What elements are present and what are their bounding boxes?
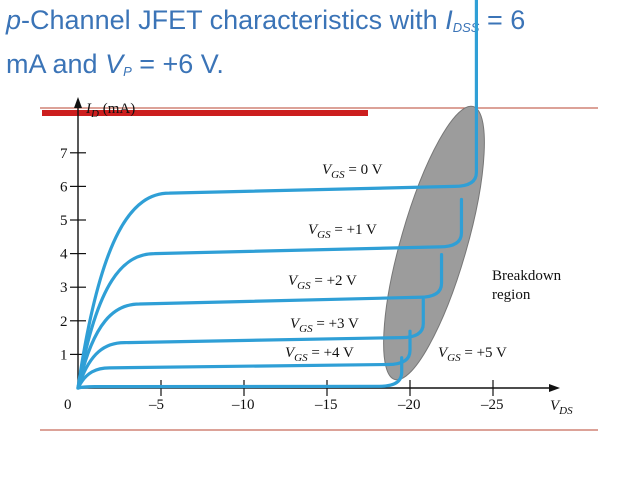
tick-labels: 1 2 3 4 5 6 7 0 –5 –10 –15 –20 –25 — [60, 146, 504, 413]
characteristic-curve — [76, 253, 444, 390]
x-axis-arrow — [549, 384, 560, 392]
breakdown-annotation-line1: Breakdown — [492, 268, 562, 284]
y-tick-label: 2 — [60, 314, 68, 330]
y-tick-label: 4 — [60, 247, 68, 263]
breakdown-annotation-line2: region — [492, 287, 531, 303]
curve-label: VGS = 0 V — [322, 162, 383, 181]
curve-label: VGS = +5 V — [438, 345, 507, 364]
axes — [70, 97, 560, 396]
characteristic-curve — [76, 0, 478, 390]
curve-label: VGS = +2 V — [288, 273, 357, 292]
curve-label: VGS = +1 V — [308, 222, 377, 241]
x-tick-label: –5 — [148, 397, 164, 413]
title-part-4: = +6 V. — [131, 49, 224, 79]
slide-title: p-Channel JFET characteristics with IDSS… — [6, 2, 626, 90]
title-idss-symbol: I — [445, 5, 453, 35]
x-tick-label: 0 — [64, 397, 72, 413]
x-tick-label: –15 — [314, 397, 338, 413]
breakdown-region-ellipse — [383, 105, 485, 381]
curve-label: VGS = +4 V — [285, 345, 354, 364]
characteristic-curve — [76, 356, 404, 390]
characteristic-curve — [76, 197, 464, 390]
title-idss-subscript: DSS — [452, 20, 480, 35]
title-part-1: -Channel JFET characteristics with — [21, 5, 446, 35]
y-tick-label: 6 — [60, 179, 68, 195]
top-red-bar — [42, 110, 368, 116]
title-italic-p: p — [6, 5, 22, 35]
curves — [76, 0, 478, 390]
x-axis-label: VDS — [550, 398, 573, 417]
y-axis-arrow — [74, 97, 82, 108]
title-vp-subscript: P — [123, 64, 132, 79]
title-vp-symbol: V — [105, 49, 124, 79]
y-tick-label: 5 — [60, 213, 68, 229]
y-tick-label: 1 — [60, 347, 68, 363]
curve-label: VGS = +3 V — [290, 316, 359, 335]
characteristic-curve — [76, 298, 425, 390]
x-tick-label: –25 — [480, 397, 504, 413]
curve-labels: VGS = 0 V VGS = +1 V VGS = +2 V VGS = +3 V V… — [285, 162, 507, 364]
characteristic-curve — [76, 329, 412, 390]
y-tick-label: 7 — [60, 146, 68, 162]
y-axis-label: ID (mA) — [85, 101, 135, 120]
x-tick-label: –20 — [397, 397, 421, 413]
y-tick-label: 3 — [60, 280, 68, 296]
title-part-2: = 6 — [479, 5, 526, 35]
title-part-3: mA and — [6, 49, 106, 79]
x-tick-label: –10 — [231, 397, 255, 413]
